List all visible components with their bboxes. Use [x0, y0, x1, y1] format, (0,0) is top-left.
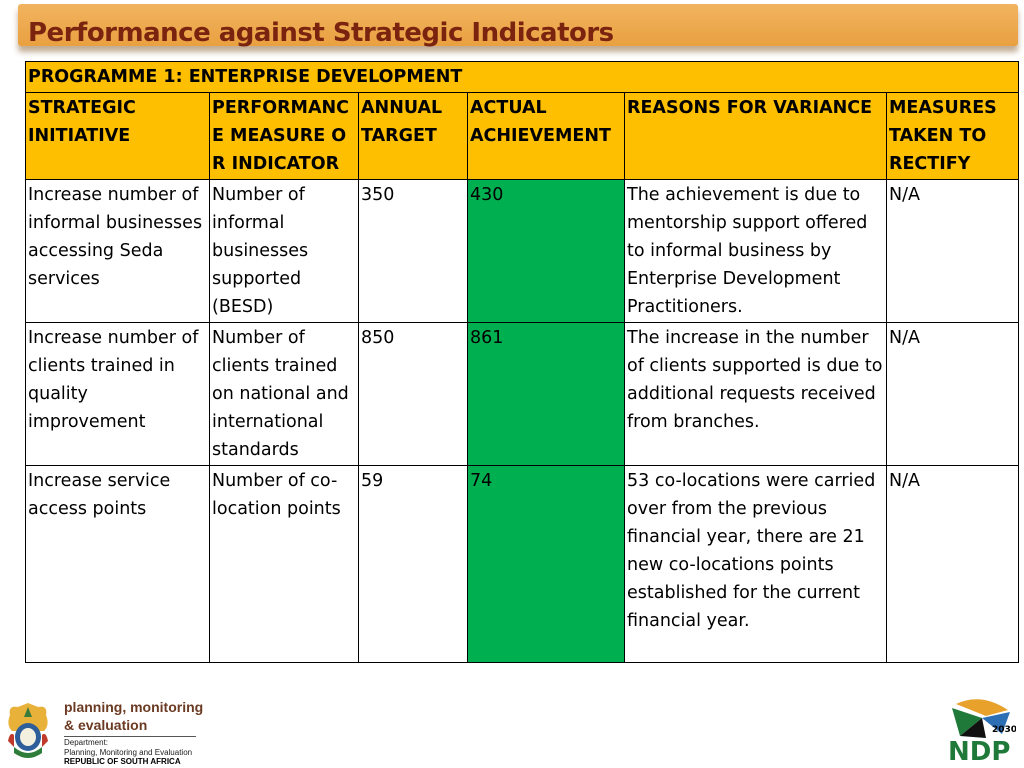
cell-reason: The achievement is due to mentorship sup…	[624, 179, 887, 323]
column-header-reasons: REASONS FOR VARIANCE	[624, 92, 887, 180]
cell-target: 350	[358, 179, 468, 323]
cell-actual: 430	[467, 179, 625, 323]
cell-reason: The increase in the number of clients su…	[624, 322, 887, 466]
column-header-indicator: PERFORMANCE MEASURE OR INDICATOR	[209, 92, 359, 180]
title-bar	[18, 4, 1018, 46]
dpme-logo: planning, monitoring & evaluation Depart…	[2, 697, 212, 767]
column-header-measures: MEASURES TAKEN TO RECTIFY	[885, 92, 1020, 180]
page-title: Performance against Strategic Indicators	[28, 18, 614, 48]
cell-actual: 74	[467, 465, 625, 663]
cell-measures: N/A	[885, 322, 1020, 466]
performance-table: PROGRAMME 1: ENTERPRISE DEVELOPMENT STRA…	[24, 61, 1020, 663]
table-row: Increase number of clients trained in qu…	[25, 322, 1020, 466]
cell-initiative: Increase number of clients trained in qu…	[25, 322, 210, 466]
logo-divider	[64, 736, 196, 737]
coat-of-arms-icon	[8, 703, 48, 758]
cell-measures: N/A	[885, 465, 1020, 663]
ndp-year: 2030	[992, 725, 1016, 735]
table-row: Increase service access points Number of…	[25, 465, 1020, 663]
cell-initiative: Increase service access points	[25, 465, 210, 663]
header-row: STRATEGIC INITIATIVE PERFORMANCE MEASURE…	[25, 92, 1020, 180]
logo-line-2: & evaluation	[64, 717, 148, 733]
column-header-actual: ACTUAL ACHIEVEMENT	[467, 92, 625, 180]
ndp-text: NDP	[948, 737, 1010, 764]
cell-target: 59	[358, 465, 468, 663]
programme-title: PROGRAMME 1: ENTERPRISE DEVELOPMENT	[24, 61, 1020, 93]
column-header-target: ANNUAL TARGET	[358, 92, 468, 180]
cell-indicator: Number of co-location points	[209, 465, 359, 663]
programme-row: PROGRAMME 1: ENTERPRISE DEVELOPMENT	[24, 61, 1020, 93]
cell-indicator: Number of clients trained on national an…	[209, 322, 359, 466]
cell-target: 850	[358, 322, 468, 466]
cell-reason: 53 co-locations were carried over from t…	[624, 465, 887, 663]
dept-line-1: Department:	[64, 738, 109, 747]
cell-indicator: Number of informal businesses supported …	[209, 179, 359, 323]
ndp-logo-icon: 2030 NDP	[948, 699, 1016, 764]
cell-initiative: Increase number of informal businesses a…	[25, 179, 210, 323]
cell-actual: 861	[467, 322, 625, 466]
dept-line-3: REPUBLIC OF SOUTH AFRICA	[64, 757, 181, 766]
logo-line-1: planning, monitoring	[64, 699, 204, 715]
column-header-initiative: STRATEGIC INITIATIVE	[25, 92, 210, 180]
cell-measures: N/A	[885, 179, 1020, 323]
table-row: Increase number of informal businesses a…	[25, 179, 1020, 323]
dept-line-2: Planning, Monitoring and Evaluation	[64, 748, 193, 757]
